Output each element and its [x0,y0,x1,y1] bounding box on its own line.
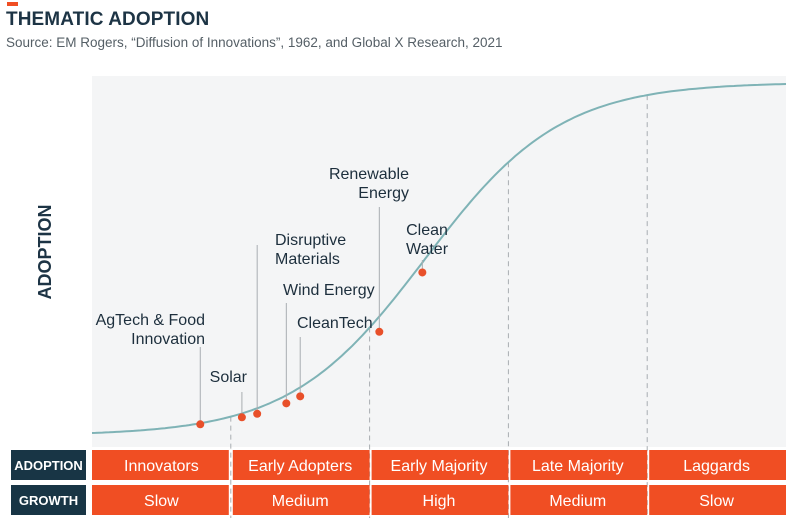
stage-cell-label: Slow [699,493,734,510]
stage-cell [510,450,648,480]
stage-cell-label: Early Adopters [248,458,352,475]
stage-cell-label: Innovators [124,458,199,475]
stage-dividers [230,95,648,518]
row-header-growth: GROWTH [19,493,78,508]
stage-cell-label: Medium [549,493,606,510]
theme-label-line: Water [406,241,449,258]
stage-cell-label: Laggards [683,458,750,475]
row-header-cell [11,450,86,480]
theme-label: Disruptive Materials [275,232,346,268]
stage-cell [371,450,509,480]
theme-point [375,327,384,336]
theme-label: CleanTech [297,315,373,332]
theme-label-line: CleanTech [297,315,373,332]
theme-label-line: Innovation [131,331,205,348]
plot-background [92,76,786,447]
stage-table: ADOPTION Innovators Early Adopters Early Ma… [11,450,786,515]
theme-label-line: Clean [406,222,448,239]
theme-label-line: Energy [358,185,409,202]
stage-cell-label: High [423,493,456,510]
theme-labels: AgTech & Food Innovation Solar Disruptive Ma… [96,166,449,386]
chart-subtitle: Source: EM Rogers, “Diffusion of Innovat… [6,35,503,50]
theme-point [237,413,246,422]
theme-label-line: Disruptive [275,232,346,249]
stage-cell [510,485,648,515]
stage-cell [649,485,786,515]
stage-cell [649,450,786,480]
theme-point [282,399,291,408]
theme-point [418,268,427,277]
theme-label-line: Renewable [329,166,409,183]
stage-cell-label: Early Majority [391,458,488,475]
stage-cell-label: Late Majority [532,458,624,475]
adoption-curve [91,83,787,434]
theme-label: Renewable Energy [329,166,409,202]
theme-points [196,268,427,429]
theme-label-line: Materials [275,251,340,268]
theme-label-line: AgTech & Food [96,312,205,329]
title-accent-bar [7,2,18,6]
theme-label: Solar [210,369,248,386]
theme-label: Wind Energy [283,282,375,299]
theme-label-line: Wind Energy [283,282,375,299]
chart-title: THEMATIC ADOPTION [6,9,210,30]
theme-point [296,392,305,401]
row-header-cell [11,485,86,515]
theme-point [196,420,205,429]
theme-label: Clean Water [406,222,449,258]
theme-label-line: Solar [210,369,248,386]
y-axis-label: ADOPTION [35,204,55,299]
stage-cell [232,485,370,515]
stage-cell-label: Slow [144,493,179,510]
stage-cell [371,485,509,515]
stage-cell-label: Medium [272,493,329,510]
stage-cell [232,450,370,480]
theme-leader-lines [199,207,423,425]
stage-cell [92,450,229,480]
theme-point [253,409,262,418]
row-header-adoption: ADOPTION [14,458,83,473]
stage-cell [92,485,229,515]
theme-label: AgTech & Food Innovation [96,312,205,348]
